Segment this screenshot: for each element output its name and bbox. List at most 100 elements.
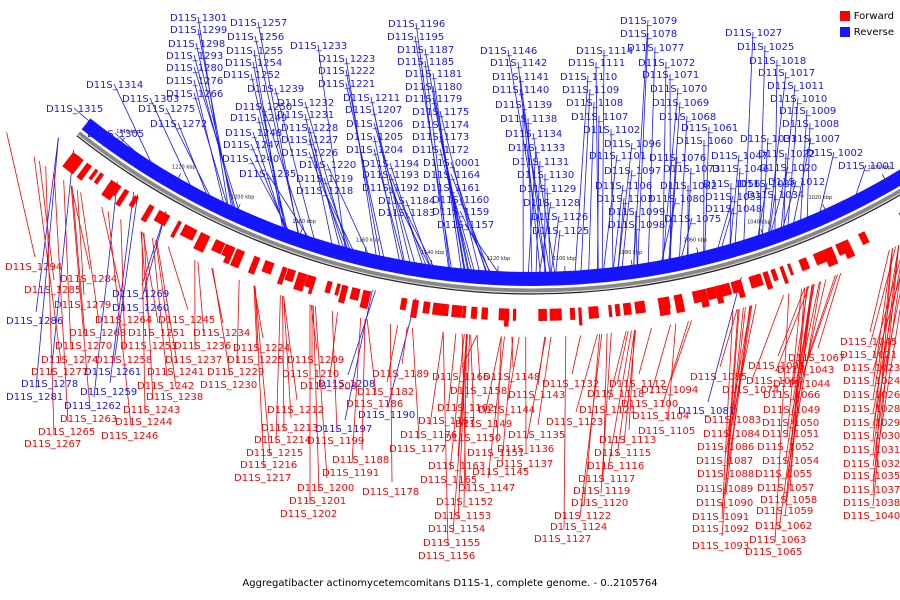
reverse-gene-label: D11S_1174 (412, 120, 469, 131)
reverse-gene-label: D11S_1193 (362, 170, 419, 181)
reverse-gene-label: D11S_1139 (495, 100, 552, 111)
forward-gene (840, 239, 856, 260)
reverse-leader-line (633, 19, 649, 270)
forward-gene-label: D11S_1115 (594, 448, 651, 459)
forward-gene-label: D11S_1217 (234, 473, 291, 484)
reverse-leader-line (252, 61, 287, 234)
forward-gene-label: D11S_1201 (289, 496, 346, 507)
forward-leader-line (314, 306, 328, 479)
ruler-tick-label: 1140 kbp (421, 250, 445, 256)
reverse-gene-label: D11S_1076 (649, 153, 706, 164)
reverse-gene-label: D11S_1075 (664, 214, 721, 225)
forward-gene (549, 308, 556, 321)
reverse-gene-label: D11S_1103 (596, 194, 653, 205)
reverse-gene-label: D11S_1204 (346, 145, 403, 156)
forward-leader-line (449, 333, 465, 471)
ruler-tick (177, 173, 182, 179)
forward-gene-label: D11S_1051 (762, 429, 819, 440)
ruler-tick (120, 137, 125, 143)
reverse-leader-line (345, 69, 382, 261)
reverse-gene-label: D11S_1072 (638, 58, 695, 69)
reverse-leader-line (660, 197, 677, 266)
forward-gene-label: D11S_1024 (843, 376, 900, 387)
forward-leader-line (71, 186, 86, 337)
reverse-gene-label: D11S_1130 (517, 170, 574, 181)
forward-gene (349, 287, 361, 301)
reverse-gene-label: D11S_1190 (358, 410, 415, 421)
forward-gene-label: D11S_1021 (840, 350, 897, 361)
forward-gene-label: D11S_1209 (287, 355, 344, 366)
reverse-gene-label: D11S_1046 (712, 164, 769, 175)
legend-forward-label: Forward (853, 10, 894, 22)
forward-gene-label: D11S_1044 (773, 379, 830, 390)
reverse-leader-line (193, 66, 241, 216)
reverse-leader-line (806, 122, 811, 223)
reverse-gene-label: D11S_1111 (568, 58, 625, 69)
forward-gene-label: D11S_1153 (434, 511, 491, 522)
forward-gene-label: D11S_1279 (54, 300, 111, 311)
reverse-gene-label: D11S_1025 (737, 42, 794, 53)
reverse-leader-line (432, 97, 470, 275)
forward-gene-label: D11S_1155 (423, 538, 480, 549)
forward-gene (608, 304, 613, 318)
forward-gene (555, 308, 562, 321)
forward-gene-label: D11S_1149 (455, 419, 512, 430)
forward-leader-line (616, 330, 635, 457)
forward-leader-line (571, 335, 581, 375)
forward-leader-line (155, 239, 177, 388)
reverse-gene-label: D11S_1220 (299, 160, 356, 171)
reverse-gene-label: D11S_1252 (223, 70, 280, 81)
reverse-gene-label: D11S_1078 (620, 29, 677, 40)
forward-leader-line (366, 319, 377, 395)
reverse-gene-label: D11S_1228 (281, 123, 338, 134)
forward-gene-label: D11S_1264 (95, 315, 152, 326)
reverse-gene-label: D11S_1009 (779, 106, 836, 117)
forward-gene-label: D11S_1058 (760, 495, 817, 506)
ruler-tick-label: 1180 kbp (292, 219, 316, 225)
reverse-gene-label: D11S_1315 (46, 104, 103, 115)
reverse-gene-label: D11S_1286 (6, 316, 63, 327)
forward-leader-line (152, 237, 168, 377)
reverse-gene-label: D11S_1226 (281, 148, 338, 159)
forward-gene-label: D11S_1063 (749, 535, 806, 546)
forward-gene-label: D11S_1132 (542, 379, 599, 390)
reverse-gene-label: D11S_1194 (362, 159, 419, 170)
forward-gene-label: D11S_1124 (550, 522, 607, 533)
reverse-leader-line (254, 35, 301, 239)
forward-gene-label: D11S_1237 (165, 355, 222, 366)
forward-leader-line (70, 185, 91, 270)
forward-gene-label: D11S_1285 (24, 285, 81, 296)
forward-gene-label: D11S_1067 (788, 353, 845, 364)
reverse-leader-line (450, 173, 492, 276)
forward-gene (307, 276, 317, 295)
forward-gene-label: D11S_1234 (193, 328, 250, 339)
forward-gene (359, 289, 372, 310)
forward-gene (128, 195, 139, 208)
forward-gene (787, 263, 794, 276)
reverse-gene-label: D11S_1305 (87, 129, 144, 140)
reverse-leader-line (197, 16, 229, 210)
forward-gene (67, 155, 84, 175)
legend-reverse: Reverse (839, 24, 894, 40)
reverse-gene-label: D11S_1008 (782, 119, 839, 130)
reverse-leader-line (249, 157, 292, 236)
forward-gene (762, 271, 774, 290)
forward-gene-label: D11S_1040 (843, 511, 900, 522)
forward-gene-label: D11S_1162 (437, 403, 494, 414)
forward-gene (828, 246, 837, 259)
ruler-tick (430, 259, 433, 266)
forward-gene-label: D11S_1163 (428, 461, 485, 472)
reverse-gene-label: D11S_1134 (505, 129, 562, 140)
forward-gene-label: D11S_1230 (200, 380, 257, 391)
reverse-leader-line (193, 92, 229, 210)
forward-gene-label: D11S_1267 (24, 439, 81, 450)
reverse-gene-label: D11S_1257 (230, 18, 287, 29)
reverse-leader-line (767, 71, 787, 238)
reverse-leader-line (769, 166, 789, 237)
forward-gene-label: D11S_1136 (497, 444, 554, 455)
forward-gene (193, 232, 207, 251)
reverse-leader-line (637, 32, 649, 270)
reverse-gene-label: D11S_1126 (531, 212, 588, 223)
forward-gene-label: D11S_1166 (432, 372, 489, 383)
forward-gene (261, 260, 275, 275)
